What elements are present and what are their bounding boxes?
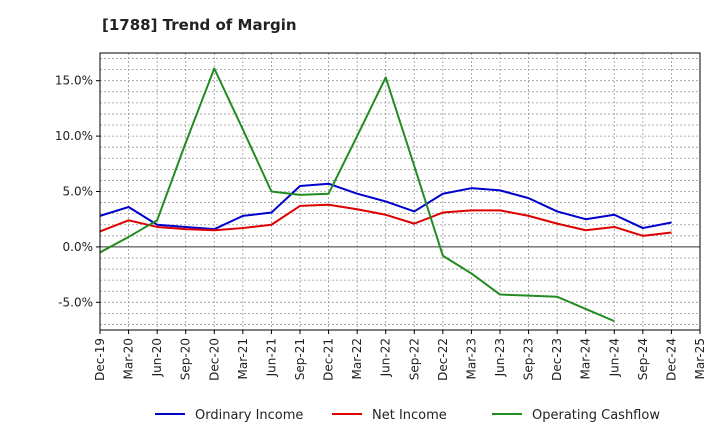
y-tick-label: 15.0% — [55, 74, 93, 88]
x-tick-label: Mar-23 — [464, 338, 478, 379]
x-tick-label: Dec-19 — [93, 338, 107, 381]
legend-label-ordinary-income: Ordinary Income — [195, 408, 303, 423]
y-tick-label: 0.0% — [63, 240, 94, 254]
x-tick-label: Dec-22 — [436, 338, 450, 381]
y-tick-label: -5.0% — [58, 295, 93, 309]
grid-lines — [100, 53, 700, 330]
plot-frame — [99, 52, 701, 331]
series-lines — [99, 67, 672, 323]
x-tick-label: Dec-24 — [664, 338, 678, 381]
x-tick-label: Jun-23 — [493, 338, 507, 377]
x-tick-label: Mar-25 — [693, 338, 707, 379]
x-tick-label: Mar-24 — [579, 338, 593, 379]
x-tick-label: Sep-21 — [293, 338, 307, 380]
legend-label-net-income: Net Income — [372, 408, 447, 423]
series-line-ordinary-income — [99, 182, 672, 231]
series-line-operating-cashflow — [99, 67, 615, 323]
x-tick-label: Dec-21 — [322, 338, 336, 381]
y-tick-label: 10.0% — [55, 129, 93, 143]
x-tick-label: Sep-20 — [179, 338, 193, 380]
x-tick-label: Mar-21 — [236, 338, 250, 379]
y-axis-ticks: -5.0% 0.0% 5.0% 10.0% 15.0% — [55, 74, 100, 309]
chart-title: [1788] Trend of Margin — [102, 16, 297, 34]
x-tick-label: Jun-22 — [379, 338, 393, 377]
x-tick-label: Sep-22 — [407, 338, 421, 380]
x-tick-label: Jun-21 — [264, 338, 278, 377]
x-tick-label: Mar-20 — [122, 338, 136, 379]
x-tick-label: Dec-20 — [207, 338, 221, 381]
x-axis-ticks: Dec-19 Mar-20 Jun-20 Sep-20 Dec-20 Mar-21 Jun-… — [93, 330, 707, 381]
x-tick-label: Dec-23 — [550, 338, 564, 381]
legend-label-operating-cashflow: Operating Cashflow — [532, 408, 660, 423]
series-line-net-income — [99, 203, 672, 237]
x-tick-label: Sep-23 — [522, 338, 536, 380]
legend: Ordinary Income Net Income Operating Cashf… — [155, 408, 660, 423]
x-tick-label: Jun-24 — [607, 338, 621, 377]
y-tick-label: 5.0% — [63, 185, 94, 199]
x-tick-label: Jun-20 — [150, 338, 164, 377]
x-tick-label: Mar-22 — [350, 338, 364, 379]
x-tick-label: Sep-24 — [636, 338, 650, 380]
